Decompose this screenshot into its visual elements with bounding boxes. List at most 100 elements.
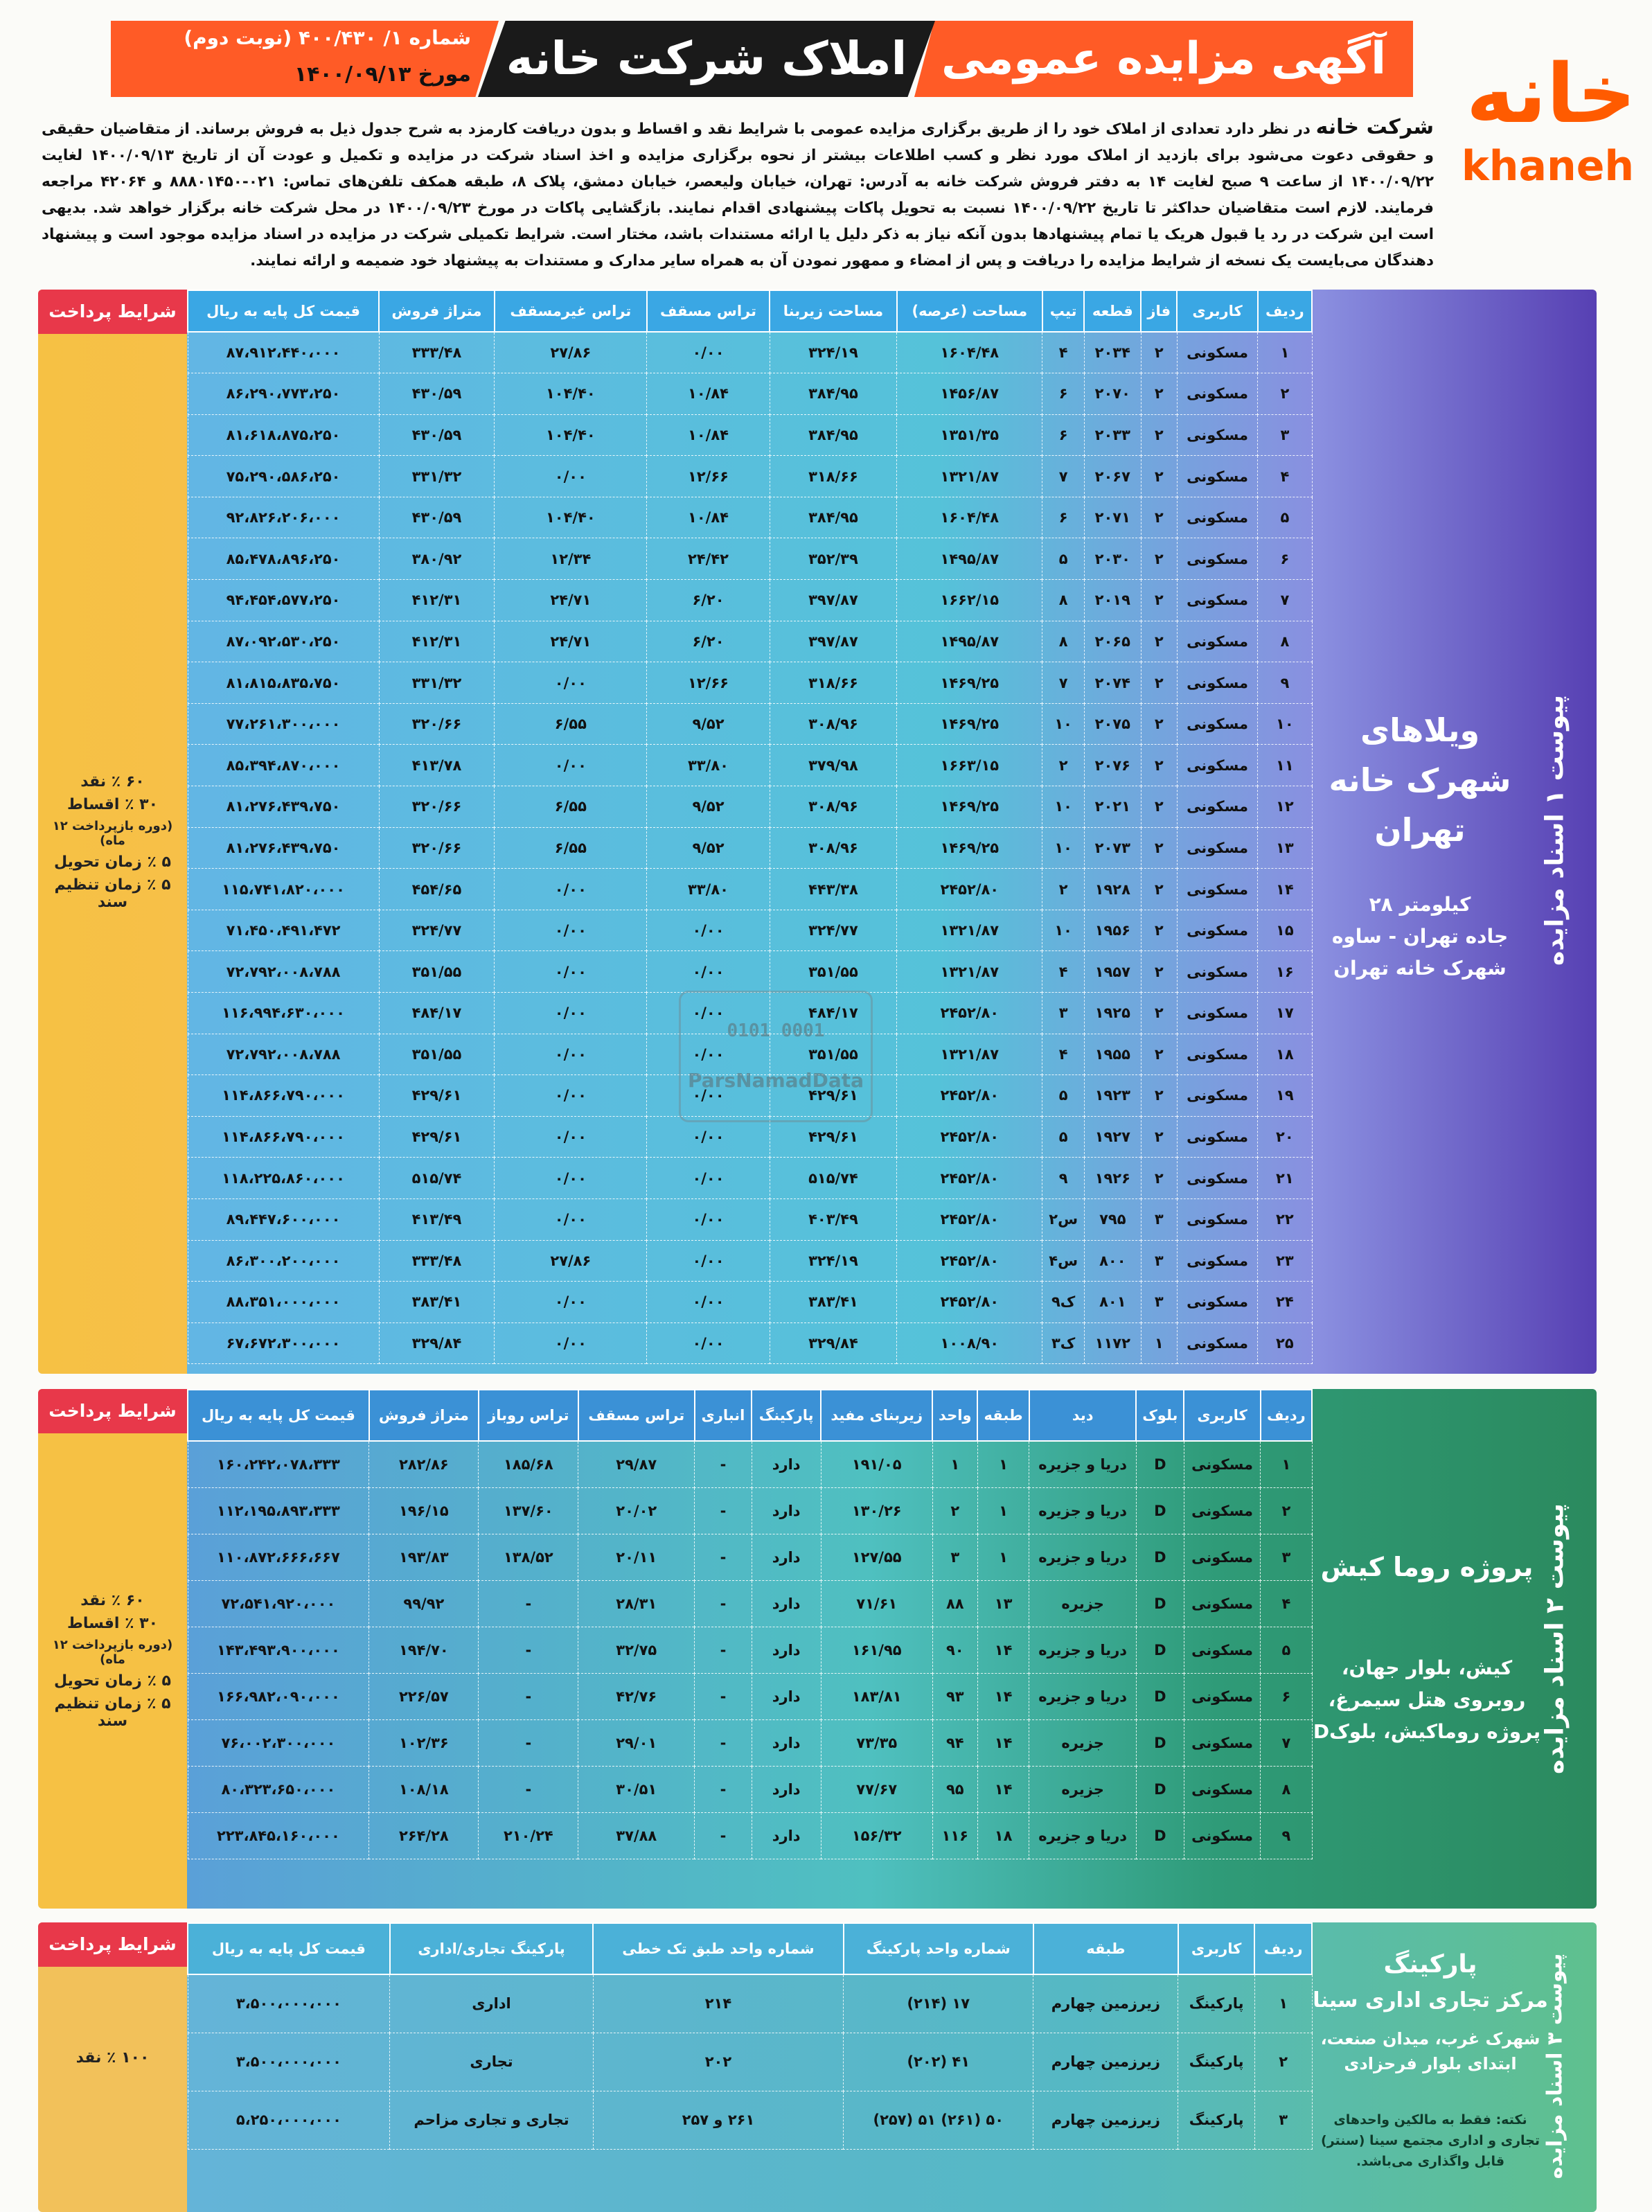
table-cell: ۱۶۰۴/۴۸ xyxy=(896,331,1043,374)
table-cell: ۵۰ (۲۶۱) ۵۱ (۲۵۷) xyxy=(843,2090,1034,2150)
installment-note: (دوره بازپرداخت ۱۲ ماه) xyxy=(52,1638,173,1667)
issue-date: مورخ ۱۴۰۰/۰۹/۱۳ xyxy=(294,62,471,87)
column-header: کاربری xyxy=(1183,1389,1261,1442)
table-cell: ۸۱،۸۱۵،۸۳۵،۷۵۰ xyxy=(187,662,380,704)
table-cell: دارد xyxy=(751,1719,821,1767)
table-cell: ۳۰۸/۹۶ xyxy=(769,702,898,745)
table-cell: ۳۲۹/۸۴ xyxy=(378,1322,495,1365)
table-cell: ۱۶ xyxy=(1257,950,1313,993)
table-cell: ۴۲/۷۶ xyxy=(578,1672,695,1720)
table-cell: مسکونی xyxy=(1183,1672,1261,1720)
section1-side: پیوست ۱ اسناد مزایده ویلاهای شهرک خانه ت… xyxy=(1313,290,1597,1374)
section3-title1: پارکینگ xyxy=(1383,1950,1477,1979)
section1-location: کیلومتر ۲۸ جاده تهران - ساوه شهرک خانه ت… xyxy=(1306,889,1534,984)
table-cell: ۲۰۷۳ xyxy=(1083,826,1142,869)
table-cell: ۰/۰۰ xyxy=(494,868,648,910)
table-cell: ۲۸/۳۱ xyxy=(578,1580,695,1627)
table-cell: ۰/۰۰ xyxy=(494,992,648,1034)
table-cell: ۲۴ xyxy=(1257,1281,1313,1323)
table-cell: ۱۹۲۷ xyxy=(1083,1115,1142,1158)
table-cell: ۱۶۰۴/۴۸ xyxy=(896,496,1043,539)
table-cell: ۳۲۰/۶۶ xyxy=(378,826,495,869)
table-cell: ۲۴۵۲/۸۰ xyxy=(896,1281,1043,1323)
table-cell: ۱۱۲،۱۹۵،۸۹۳،۳۳۳ xyxy=(187,1487,370,1534)
table-cell: ۷۲،۷۹۲،۰۰۸،۷۸۸ xyxy=(187,1033,380,1076)
table-cell: ۱۹۲۵ xyxy=(1083,992,1142,1034)
section2-title: پروژه روما کیش xyxy=(1320,1552,1534,1582)
column-header: ردیف xyxy=(1256,290,1313,333)
table-cell: ۴۸۴/۱۷ xyxy=(378,992,495,1034)
table-cell: ۲۰۳۳ xyxy=(1083,414,1142,457)
table-cell: ۲ xyxy=(1140,331,1178,374)
table-cell: مسکونی xyxy=(1176,1033,1259,1076)
table-cell: ۰/۰۰ xyxy=(494,1033,648,1076)
banner-company: املاک شرکت خانه xyxy=(478,21,935,97)
table-cell: ۲ xyxy=(1140,950,1178,993)
table-cell: ۲ xyxy=(932,1487,978,1534)
table-cell: ۳۵۱/۵۵ xyxy=(378,950,495,993)
column-header: متراژ فروش xyxy=(368,1389,479,1442)
table-cell: ۰/۰۰ xyxy=(646,909,770,952)
table-cell: ۰/۰۰ xyxy=(646,1033,770,1076)
table-cell: ۲۰۱۹ xyxy=(1083,579,1142,621)
table-cell: ۲ xyxy=(1140,496,1178,539)
table-cell: D xyxy=(1135,1533,1184,1581)
table-cell: مسکونی xyxy=(1183,1440,1261,1488)
table-cell: ۱ xyxy=(1140,1322,1178,1365)
table-cell: ۰/۰۰ xyxy=(494,1157,648,1199)
table-row: ۲ مسکونی D دریا و جزیره ۱ ۲ ۱۳۰/۲۶ دارد -۲۰/۰۲ ۱۳… xyxy=(187,1487,1313,1534)
table-cell: مسکونی xyxy=(1183,1533,1261,1581)
section2-sub1: کیش، بلوار جهان، xyxy=(1341,1656,1513,1679)
table-cell: ۲۰۷۶ xyxy=(1083,744,1142,787)
table-cell: مسکونی xyxy=(1176,1074,1259,1117)
table-cell: - xyxy=(478,1719,579,1767)
table-cell: - xyxy=(478,1765,579,1813)
column-header: قیمت کل پایه به ریال xyxy=(187,1389,370,1442)
table-cell: ۳،۵۰۰،۰۰۰،۰۰۰ xyxy=(187,2032,391,2091)
section2-appendix-label: پیوست ۲ اسناد مزایده xyxy=(1540,1503,1570,1774)
table-row: ۴ مسکونی ۲ ۲۰۶۷ ۷ ۱۳۲۱/۸۷ ۳۱۸/۶۶ ۱۲/۶۶ ۰/۰۰ ۳۳۱/۳… xyxy=(187,455,1313,497)
table-cell: ۱ xyxy=(1254,1974,1313,2033)
table-cell: مسکونی xyxy=(1183,1580,1261,1627)
table-cell: ۸۱،۲۷۶،۴۳۹،۷۵۰ xyxy=(187,826,380,869)
table-cell: ۲۴/۴۲ xyxy=(646,538,770,581)
table-row: ۳ مسکونی D دریا و جزیره ۱ ۳ ۱۲۷/۵۵ دارد -۲۰/۱۱ ۱۳… xyxy=(187,1533,1313,1581)
table-cell: ۴۵۴/۶۵ xyxy=(378,868,495,910)
table-cell: ۱۶۱/۹۵ xyxy=(820,1626,933,1674)
table-cell: - xyxy=(694,1719,752,1767)
intro-text-2: مراجعه فرمایند. لازم است متقاضیان حداکثر… xyxy=(42,173,1434,269)
column-header: قیمت کل پایه به ریال xyxy=(186,290,380,333)
table-cell: ۱۰/۸۴ xyxy=(646,496,770,539)
table-cell: ۱۴۶۹/۲۵ xyxy=(896,826,1043,869)
table-cell: ۲ xyxy=(1140,579,1178,621)
table-cell: مسکونی xyxy=(1183,1487,1261,1534)
table-row: ۱ پارکینگ زیرزمین چهارم ۱۷ (۲۱۴) ۲۱۴ اداری ۳،۵… xyxy=(187,1974,1313,2033)
table-cell: D xyxy=(1135,1580,1184,1627)
table-cell: ۴ xyxy=(1042,331,1085,374)
table-cell: ۳۲۴/۱۹ xyxy=(769,331,898,374)
table-cell: ۳۰۸/۹۶ xyxy=(769,786,898,828)
table-cell: ۶ xyxy=(1042,373,1085,415)
table-cell: ۴۱۳/۴۹ xyxy=(378,1198,495,1241)
table-cell: ۲۶۴/۲۸ xyxy=(368,1812,479,1859)
table-cell: ۴۱۲/۳۱ xyxy=(378,579,495,621)
table-cell: ۱۴۳،۴۹۳،۹۰۰،۰۰۰ xyxy=(187,1626,370,1674)
logo-persian: خانه xyxy=(1466,46,1636,141)
section3-note: نکته: فقط به مالکین واحدهای تجاری و ادار… xyxy=(1321,2112,1540,2169)
column-header: ردیف xyxy=(1259,1389,1313,1442)
table-cell: ۰/۰۰ xyxy=(646,331,770,374)
table-cell: ۱۰۴/۴۰ xyxy=(494,496,648,539)
table-cell: مسکونی xyxy=(1176,331,1259,374)
banner-issue: شماره ۱/ ۴۰۰/۴۳۰ (نوبت دوم) مورخ ۱۴۰۰/۰۹… xyxy=(111,21,499,97)
table-cell: دارد xyxy=(751,1626,821,1674)
table-cell: ۶ xyxy=(1042,496,1085,539)
table-cell: زیرزمین چهارم xyxy=(1033,2032,1179,2091)
intro-text-1: در نظر دارد تعدادی از املاک خود را از طر… xyxy=(42,121,1435,191)
table-cell: ۹۳ xyxy=(932,1672,978,1720)
table-cell: ۴۱۲/۳۱ xyxy=(378,620,495,663)
column-header: کاربری xyxy=(1176,290,1259,333)
table-cell: ۱۰ xyxy=(1257,702,1313,745)
table-cell: ۱۷ xyxy=(1257,992,1313,1034)
table-row: ۸ مسکونی D جزیره ۱۴ ۹۵ ۷۷/۶۷ دارد -۳۰/۵۱-۱۰۸/۱۸ ۸… xyxy=(187,1765,1313,1813)
deed-5: ۵ ٪ زمان تنظیم سند xyxy=(54,1695,171,1730)
